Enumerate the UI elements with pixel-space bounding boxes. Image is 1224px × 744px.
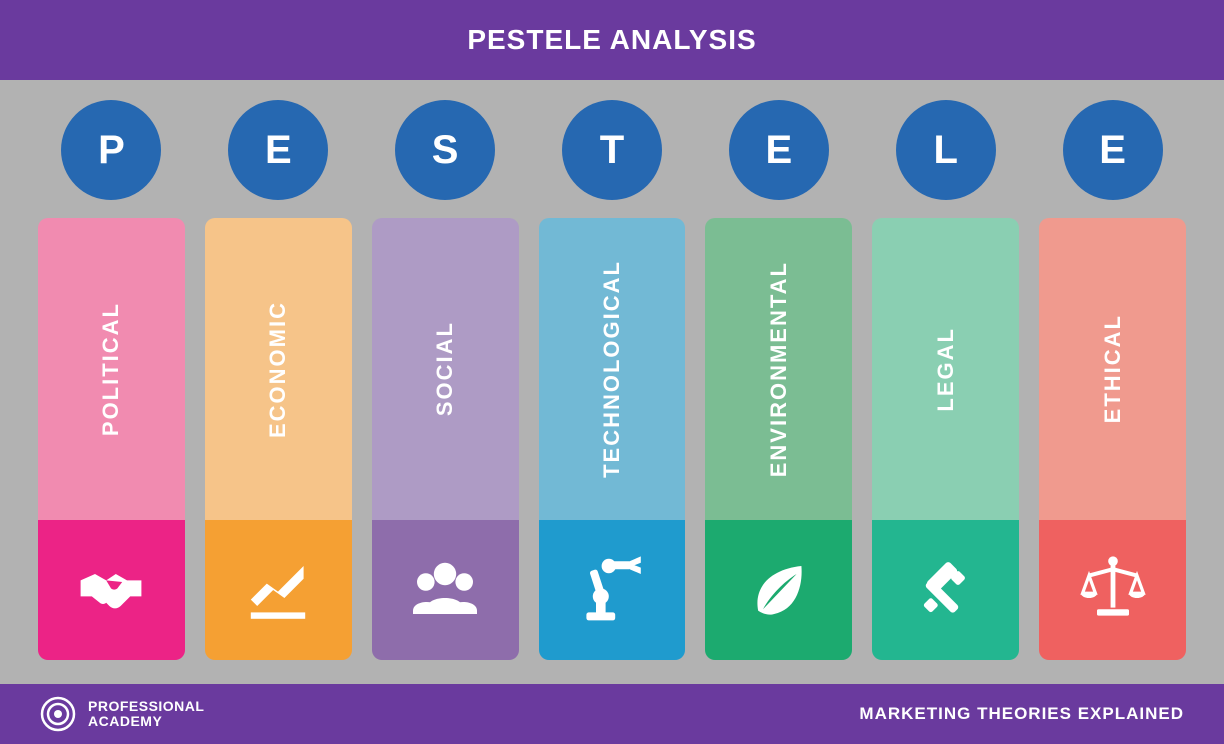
header-bar: PESTELE ANALYSIS — [0, 0, 1224, 80]
category-label: ENVIRONMENTAL — [766, 261, 792, 477]
category-label: POLITICAL — [98, 302, 124, 436]
card-label-area: SOCIAL — [372, 218, 519, 520]
pestele-column-legal: L LEGAL — [872, 100, 1019, 660]
chart-icon — [205, 520, 352, 660]
brand-logo-icon — [40, 696, 76, 732]
page-title: PESTELE ANALYSIS — [467, 24, 756, 56]
category-card: TECHNOLOGICAL — [539, 218, 686, 660]
category-card: SOCIAL — [372, 218, 519, 660]
category-label: TECHNOLOGICAL — [599, 260, 625, 478]
category-label: LEGAL — [933, 327, 959, 412]
footer-tagline: MARKETING THEORIES EXPLAINED — [859, 704, 1184, 724]
letter-circle: E — [729, 100, 829, 200]
pestele-column-social: S SOCIAL — [372, 100, 519, 660]
category-card: POLITICAL — [38, 218, 185, 660]
brand-line2: ACADEMY — [88, 714, 204, 729]
pestele-column-environmental: E ENVIRONMENTAL — [705, 100, 852, 660]
pestele-column-ethical: E ETHICAL — [1039, 100, 1186, 660]
category-label: ECONOMIC — [265, 301, 291, 438]
pestele-column-economic: E ECONOMIC — [205, 100, 352, 660]
brand-name: PROFESSIONAL ACADEMY — [88, 699, 204, 730]
gavel-icon — [872, 520, 1019, 660]
columns-container: P POLITICAL E ECONOMIC S SOCIAL T TECHNOLOGICAL… — [0, 80, 1224, 684]
handshake-icon — [38, 520, 185, 660]
card-label-area: LEGAL — [872, 218, 1019, 520]
category-label: SOCIAL — [432, 321, 458, 416]
card-label-area: ETHICAL — [1039, 218, 1186, 520]
card-label-area: ECONOMIC — [205, 218, 352, 520]
brand-line1: PROFESSIONAL — [88, 699, 204, 714]
card-label-area: TECHNOLOGICAL — [539, 218, 686, 520]
letter-circle: L — [896, 100, 996, 200]
letter-circle: S — [395, 100, 495, 200]
robot-arm-icon — [539, 520, 686, 660]
letter-circle: E — [228, 100, 328, 200]
letter-circle: E — [1063, 100, 1163, 200]
category-card: ETHICAL — [1039, 218, 1186, 660]
letter-circle: P — [61, 100, 161, 200]
scales-icon — [1039, 520, 1186, 660]
footer-brand: PROFESSIONAL ACADEMY — [40, 696, 204, 732]
category-card: ECONOMIC — [205, 218, 352, 660]
category-card: LEGAL — [872, 218, 1019, 660]
letter-circle: T — [562, 100, 662, 200]
pestele-column-political: P POLITICAL — [38, 100, 185, 660]
category-label: ETHICAL — [1100, 314, 1126, 423]
pestele-column-technological: T TECHNOLOGICAL — [539, 100, 686, 660]
card-label-area: POLITICAL — [38, 218, 185, 520]
category-card: ENVIRONMENTAL — [705, 218, 852, 660]
leaf-icon — [705, 520, 852, 660]
people-icon — [372, 520, 519, 660]
footer-bar: PROFESSIONAL ACADEMY MARKETING THEORIES … — [0, 684, 1224, 744]
card-label-area: ENVIRONMENTAL — [705, 218, 852, 520]
